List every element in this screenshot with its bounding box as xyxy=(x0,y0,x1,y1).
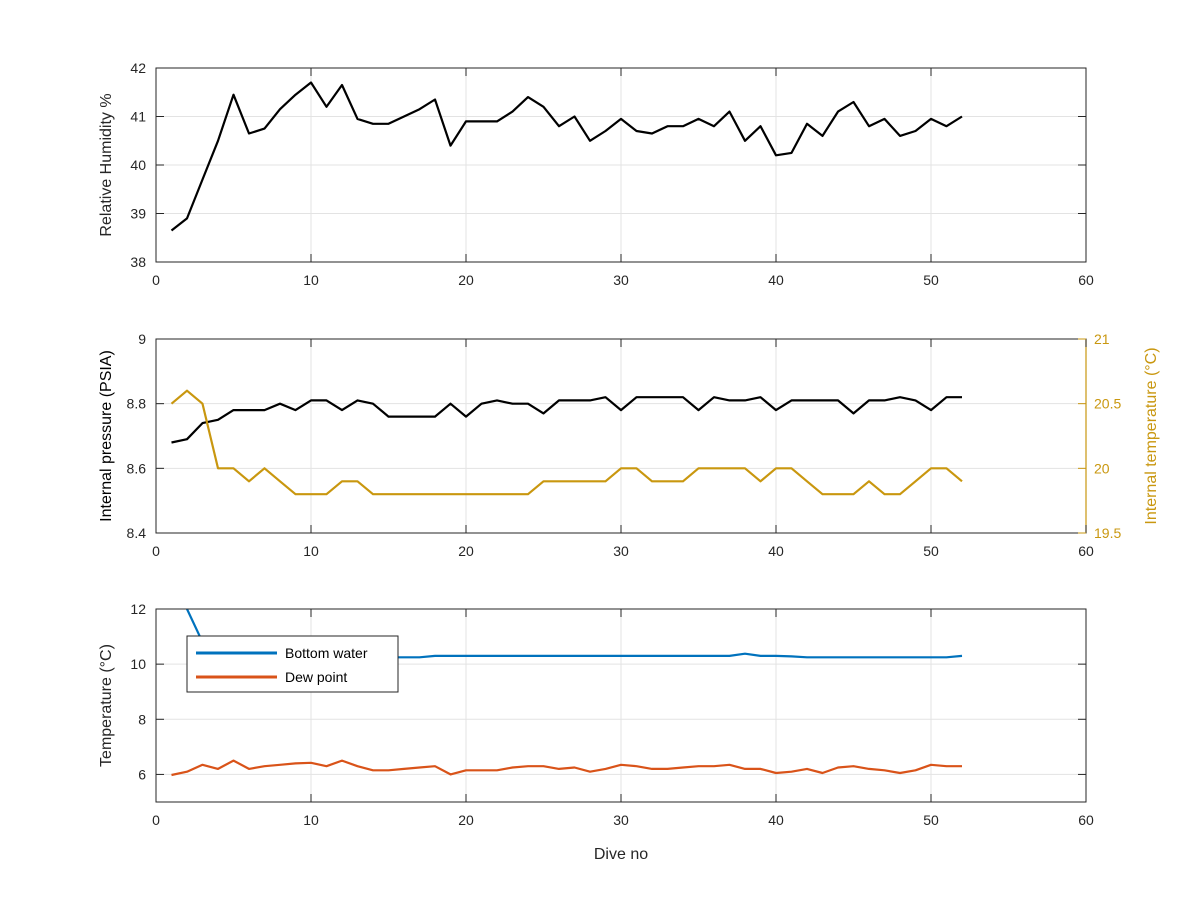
y-tick-label: 10 xyxy=(130,656,146,672)
x-tick-label: 0 xyxy=(152,812,160,828)
y-right-tick-label: 21 xyxy=(1094,331,1110,347)
legend: Bottom water Dew point xyxy=(186,635,399,693)
x-tick-label: 50 xyxy=(923,812,939,828)
series-line-right-1 xyxy=(170,389,963,496)
series-line-main-0 xyxy=(170,81,963,232)
series-line-left-0 xyxy=(171,396,962,444)
y-tick-label: 8.8 xyxy=(127,396,147,412)
y-tick-label: 42 xyxy=(130,60,146,76)
y-right-tick-label: 20.5 xyxy=(1094,396,1121,412)
x-tick-label: 30 xyxy=(613,812,629,828)
legend-label-dew-point: Dew point xyxy=(285,669,347,685)
x-tick-label: 60 xyxy=(1078,543,1094,559)
pressure-temperature-panel: 0 10 20 30 40 50 60 8.4 8.6 8.8 9 19.5 20 20.5 21 Inter… xyxy=(98,331,1160,559)
x-tick-label: 20 xyxy=(458,812,474,828)
y-axis-label: Internal pressure (PSIA) xyxy=(98,350,115,522)
y-tick-label: 39 xyxy=(130,206,146,222)
x-tick-label: 40 xyxy=(768,272,784,288)
legend-box xyxy=(186,635,399,693)
legend-label-bottom-water: Bottom water xyxy=(285,645,368,661)
humidity-panel: 0 10 20 30 40 50 60 38 39 40 41 42 Relative Humidity… xyxy=(98,60,1094,288)
x-tick-label: 40 xyxy=(768,543,784,559)
y-axis-label: Relative Humidity % xyxy=(98,93,115,236)
y-tick-label: 38 xyxy=(130,254,146,270)
y-tick-label: 8 xyxy=(138,711,146,727)
y-right-axis-label: Internal temperature (°C) xyxy=(1143,347,1160,524)
x-tick-label: 40 xyxy=(768,812,784,828)
y-axis-label: Temperature (°C) xyxy=(98,644,115,767)
x-tick-label: 10 xyxy=(303,812,319,828)
x-tick-label: 10 xyxy=(303,272,319,288)
y-right-tick-label: 19.5 xyxy=(1094,525,1121,541)
x-tick-label: 20 xyxy=(458,543,474,559)
x-tick-label: 60 xyxy=(1078,272,1094,288)
y-tick-label: 8.4 xyxy=(127,525,147,541)
x-axis-label: Dive no xyxy=(594,846,648,863)
x-tick-label: 0 xyxy=(152,272,160,288)
temperature-panel: 0 10 20 30 40 50 60 6 8 10 12 Temperature (°C) Dive … xyxy=(98,601,1094,863)
y-right-tick-label: 20 xyxy=(1094,460,1110,476)
x-tick-label: 20 xyxy=(458,272,474,288)
x-tick-label: 60 xyxy=(1078,812,1094,828)
x-tick-label: 50 xyxy=(923,543,939,559)
y-tick-label: 41 xyxy=(130,109,146,125)
x-tick-label: 30 xyxy=(613,543,629,559)
x-tick-label: 30 xyxy=(613,272,629,288)
y-tick-label: 12 xyxy=(130,601,146,617)
x-tick-label: 50 xyxy=(923,272,939,288)
y-tick-label: 6 xyxy=(138,766,146,782)
y-tick-label: 8.6 xyxy=(127,460,147,476)
y-tick-label: 40 xyxy=(130,157,146,173)
x-tick-label: 10 xyxy=(303,543,319,559)
x-tick-label: 0 xyxy=(152,543,160,559)
y-tick-label: 9 xyxy=(138,331,146,347)
series-line-dew-point xyxy=(171,759,962,777)
